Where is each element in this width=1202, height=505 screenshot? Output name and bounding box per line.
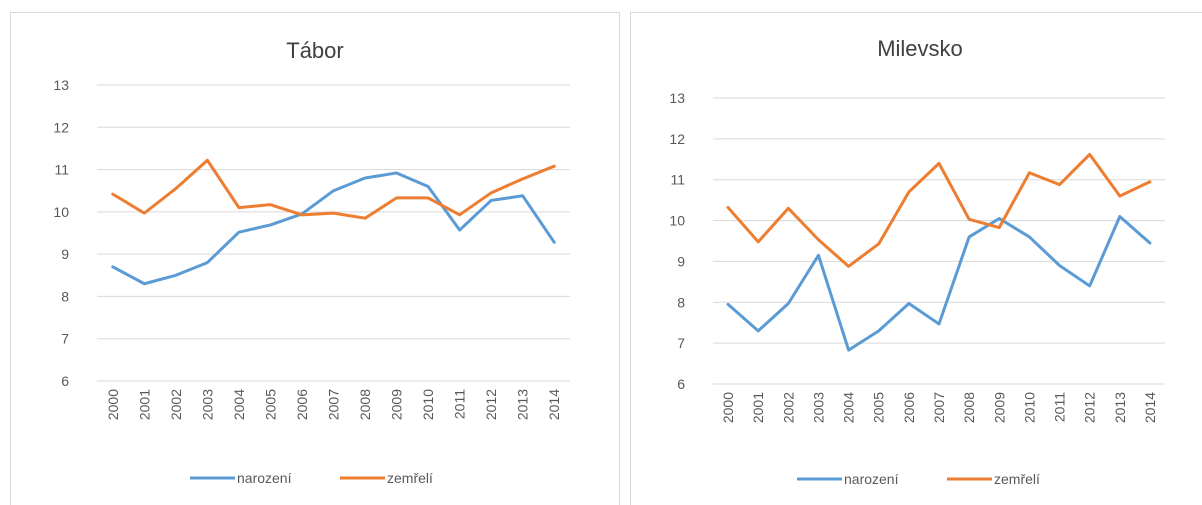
y-tick-label: 6: [677, 376, 685, 392]
x-tick-label: 2001: [136, 389, 152, 420]
x-tick-label: 2011: [1052, 392, 1068, 422]
y-tick-label: 8: [677, 294, 685, 310]
x-tick-label: 2005: [262, 389, 278, 420]
x-tick-label: 2002: [168, 389, 184, 420]
x-tick-label: 2011: [452, 389, 468, 419]
x-tick-label: 2006: [901, 392, 917, 423]
y-tick-label: 13: [53, 77, 69, 93]
y-tick-label: 7: [61, 331, 69, 347]
x-tick-label: 2010: [420, 389, 436, 420]
x-tick-label: 2006: [294, 389, 310, 420]
y-tick-label: 10: [53, 204, 69, 220]
x-tick-label: 2010: [1021, 392, 1037, 423]
y-tick-label: 9: [677, 253, 685, 269]
legend-label: zemřelí: [387, 470, 433, 486]
x-tick-label: 2014: [546, 389, 562, 420]
x-tick-label: 2009: [991, 392, 1007, 423]
chart-title: Milevsko: [877, 36, 963, 61]
x-tick-label: 2000: [105, 389, 121, 420]
series-line: [726, 152, 1152, 268]
x-tick-label: 2008: [961, 392, 977, 423]
x-tick-label: 2008: [357, 389, 373, 420]
x-tick-label: 2014: [1142, 392, 1158, 423]
y-tick-label: 8: [61, 288, 69, 304]
legend-label: zemřelí: [994, 471, 1040, 487]
chart-frame: [10, 12, 620, 505]
x-tick-label: 2012: [483, 389, 499, 420]
y-tick-label: 6: [61, 373, 69, 389]
x-tick-label: 2000: [720, 392, 736, 423]
x-tick-label: 2005: [871, 392, 887, 423]
y-tick-label: 11: [54, 162, 69, 178]
y-tick-label: 11: [670, 172, 685, 188]
x-tick-label: 2007: [931, 392, 947, 423]
x-tick-label: 2013: [515, 389, 531, 420]
y-tick-label: 12: [669, 131, 685, 147]
x-tick-label: 2012: [1082, 392, 1098, 423]
series-line: [726, 214, 1152, 352]
x-tick-label: 2004: [231, 389, 247, 420]
x-tick-label: 2009: [389, 389, 405, 420]
legend-label: narození: [844, 471, 899, 487]
series-line: [111, 171, 556, 286]
chart-frame: [630, 12, 1202, 505]
x-tick-label: 2013: [1112, 392, 1128, 423]
series-line: [111, 158, 556, 220]
x-tick-label: 2001: [750, 392, 766, 423]
x-tick-label: 2002: [780, 392, 796, 423]
y-tick-label: 7: [677, 335, 685, 351]
x-tick-label: 2003: [199, 389, 215, 420]
x-tick-label: 2004: [841, 392, 857, 423]
y-tick-label: 9: [61, 246, 69, 262]
y-tick-label: 10: [669, 213, 685, 229]
y-tick-label: 12: [53, 119, 69, 135]
y-tick-label: 13: [669, 90, 685, 106]
x-tick-label: 2007: [326, 389, 342, 420]
x-tick-label: 2003: [810, 392, 826, 423]
legend-label: narození: [237, 470, 292, 486]
chart-title: Tábor: [286, 38, 343, 63]
